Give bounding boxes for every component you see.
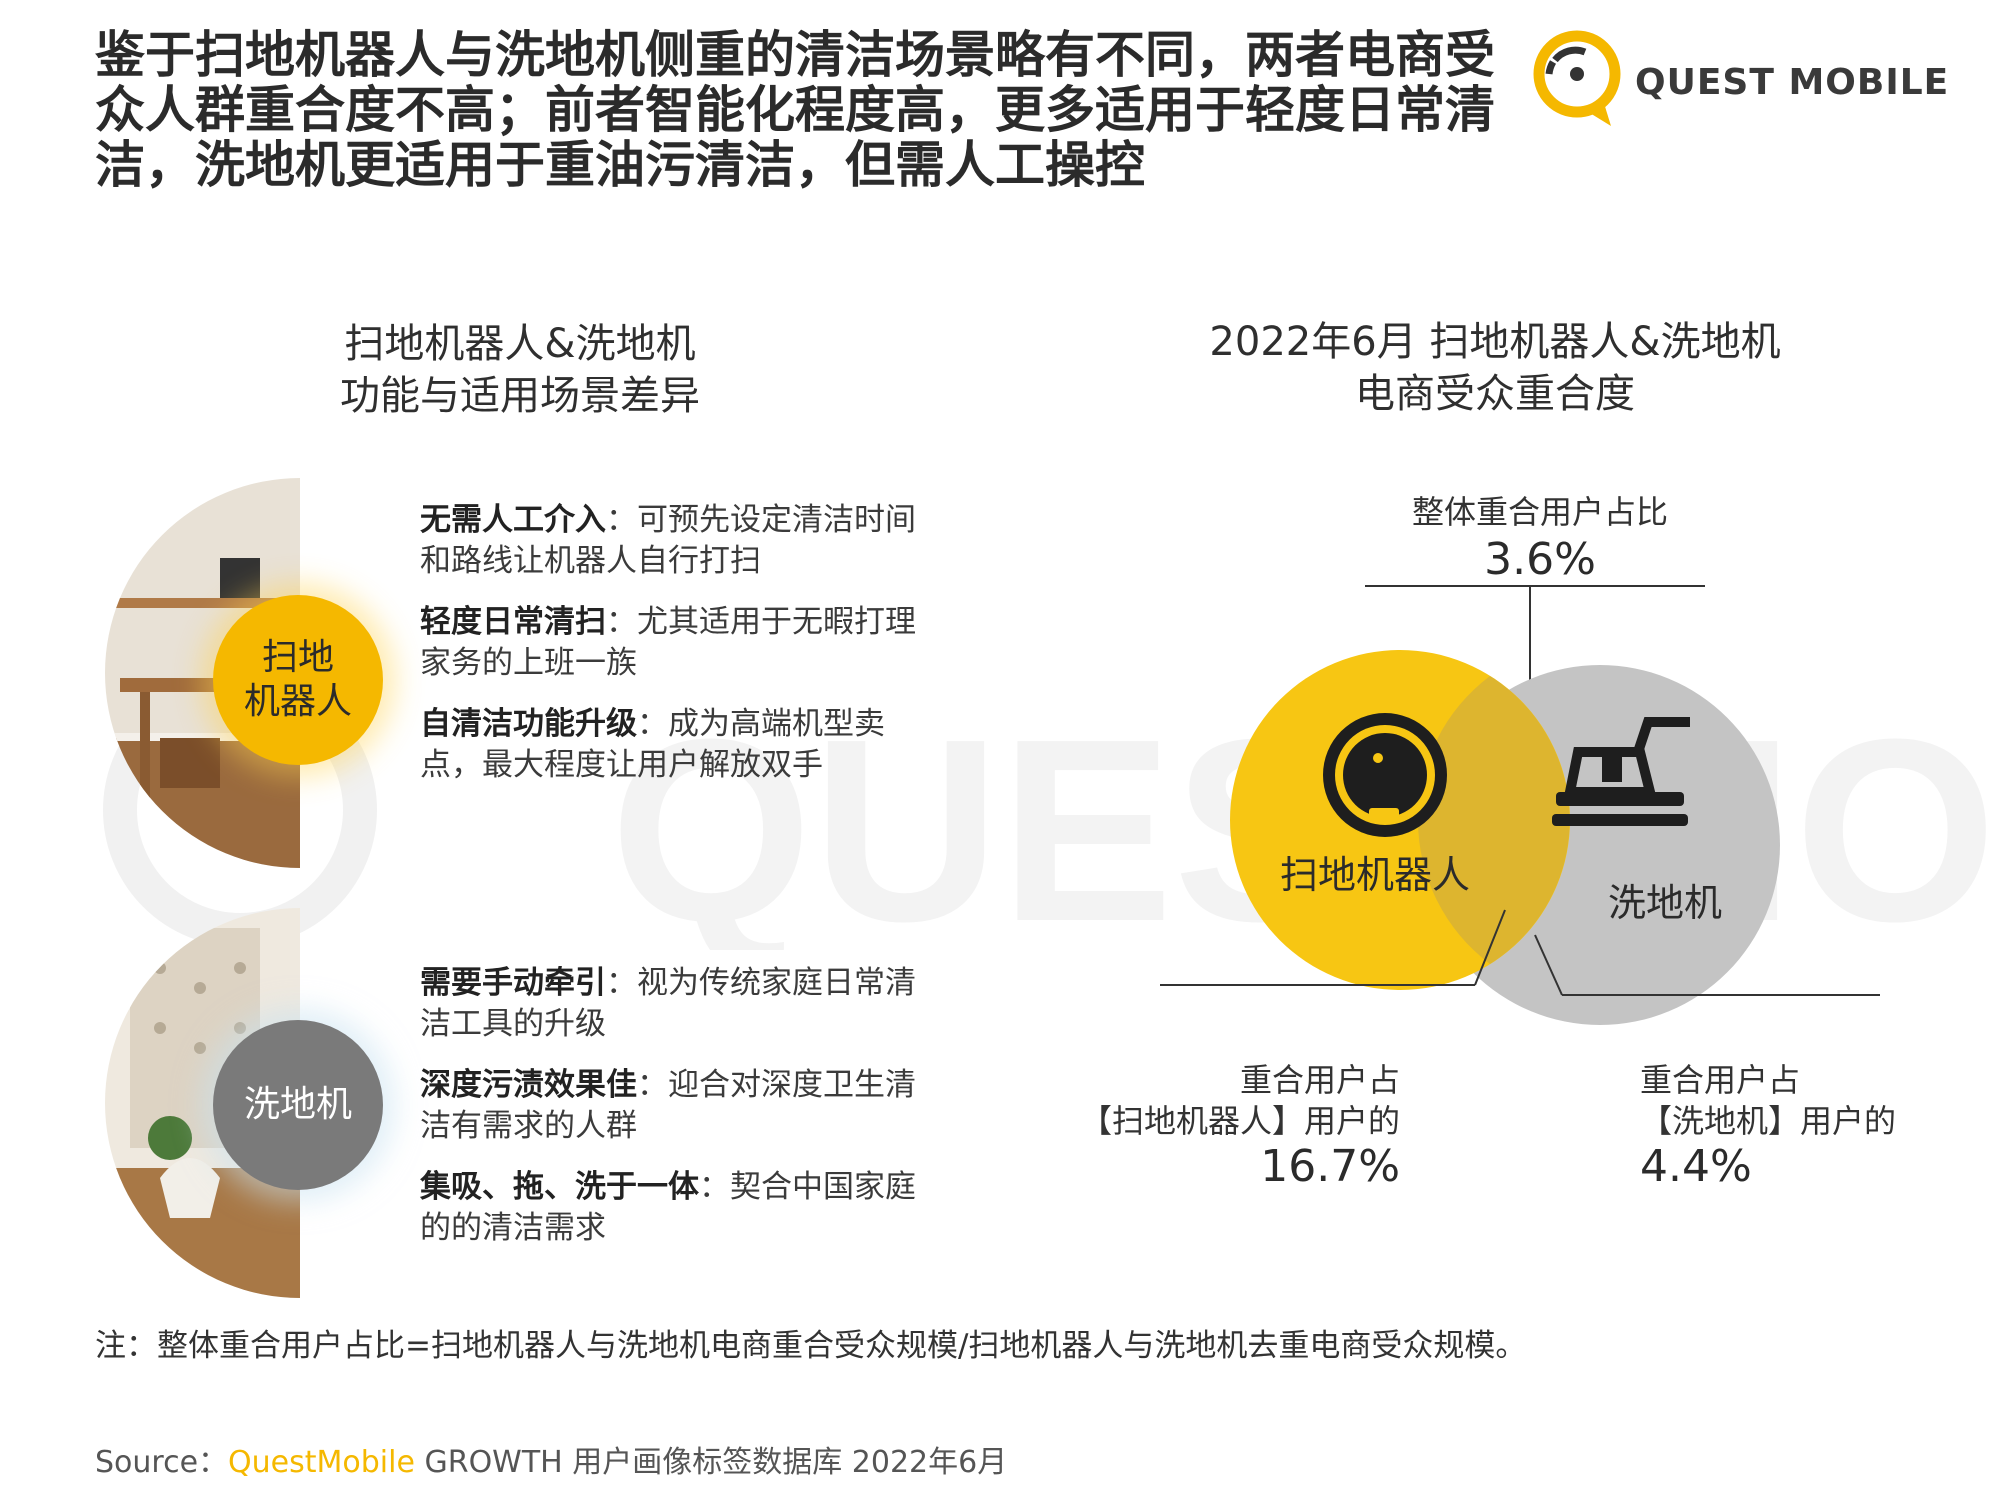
washer-feature-list: 需要手动牵引：视为传统家庭日常清洁工具的升级 深度污渍效果佳：迎合对深度卫生清洁… (420, 963, 940, 1269)
robot-vacuum-icon (1323, 713, 1447, 837)
robot-circle-label: 扫地机器人 (1280, 853, 1471, 897)
washer-share-line2: 【洗地机】用户的 (1640, 1102, 1897, 1140)
robot-feature-list: 无需人工介入：可预先设定清洁时间和路线让机器人自行打扫 轻度日常清扫：尤其适用于… (420, 500, 940, 806)
washer-circle-label: 洗地机 (1608, 881, 1723, 925)
washer-share-block: 重合用户占 【洗地机】用户的 4.4% (1640, 1060, 1980, 1192)
left-section-title: 扫地机器人&洗地机 功能与适用场景差异 (290, 318, 750, 422)
robot-feature-item: 轻度日常清扫：尤其适用于无暇打理家务的上班一族 (420, 604, 916, 681)
source-rest: GROWTH 用户画像标签数据库 2022年6月 (414, 1445, 1008, 1480)
right-section-title: 2022年6月 扫地机器人&洗地机 电商受众重合度 (1130, 316, 1860, 420)
source-brand: QuestMobile (228, 1445, 415, 1480)
washer-feature-item: 集吸、拖、洗于一体：契合中国家庭的的清洁需求 (420, 1169, 916, 1246)
robot-feature-item: 自清洁功能升级：成为高端机型卖点，最大程度让用户解放双手 (420, 706, 885, 783)
robot-badge-line1: 扫地 (261, 637, 334, 678)
washer-share-value: 4.4% (1640, 1141, 1752, 1192)
washer-badge: 洗地机 (213, 1020, 383, 1190)
robot-feature-item: 无需人工介入：可预先设定清洁时间和路线让机器人自行打扫 (420, 502, 916, 579)
questmobile-logo-icon (1533, 30, 1621, 126)
logo-text: QUEST MOBILE (1635, 62, 1950, 103)
washer-room-photo (100, 908, 300, 1298)
right-title-line1: 2022年6月 扫地机器人&洗地机 (1209, 319, 1781, 365)
left-title-line2: 功能与适用场景差异 (340, 373, 700, 419)
right-title-line2: 电商受众重合度 (1355, 371, 1635, 417)
washer-feature-item: 需要手动牵引：视为传统家庭日常清洁工具的升级 (420, 965, 916, 1042)
left-title-line1: 扫地机器人&洗地机 (344, 321, 696, 367)
robot-share-line2: 【扫地机器人】用户的 (1079, 1102, 1400, 1140)
overall-overlap-label: 整体重合用户占比 (1411, 493, 1668, 531)
robot-badge: 扫地 机器人 (213, 595, 383, 765)
source-line: Source：QuestMobile GROWTH 用户画像标签数据库 2022… (95, 1437, 1007, 1481)
robot-share-value: 16.7% (1260, 1141, 1400, 1192)
washer-feature-item: 深度污渍效果佳：迎合对深度卫生清洁有需求的人群 (420, 1067, 916, 1144)
source-prefix: Source： (95, 1445, 229, 1480)
robot-share-block: 重合用户占 【扫地机器人】用户的 16.7% (1060, 1060, 1400, 1192)
overall-overlap-value: 3.6% (1484, 534, 1596, 585)
robot-badge-line2: 机器人 (243, 681, 352, 722)
headline: 鉴于扫地机器人与洗地机侧重的清洁场景略有不同，两者电商受众人群重合度不高；前者智… (95, 26, 1495, 194)
robot-share-line1: 重合用户占 (1239, 1061, 1400, 1099)
floor-washer-icon (1552, 717, 1690, 826)
venn-diagram (1160, 585, 1880, 1025)
footnote: 注：整体重合用户占比=扫地机器人与洗地机电商重合受众规模/扫地机器人与洗地机去重… (95, 1328, 1527, 1364)
washer-share-line1: 重合用户占 (1640, 1061, 1801, 1099)
